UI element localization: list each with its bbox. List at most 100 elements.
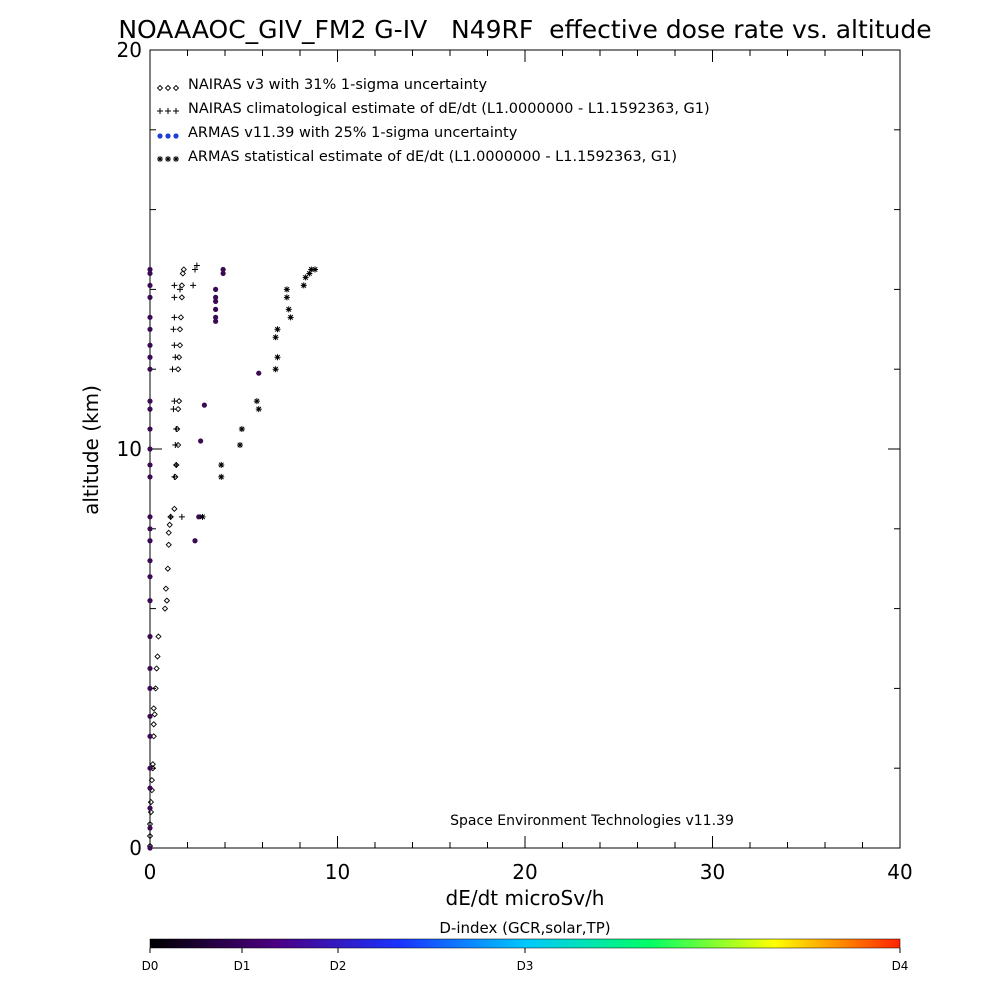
axis-tick-labels: 0 10 20 30 40 0 10 20 — [117, 38, 913, 884]
data-point-dot — [213, 286, 219, 292]
data-point-dot — [147, 526, 153, 532]
legend-entry: ARMAS v11.39 with 25% 1-sigma uncertaint… — [157, 125, 518, 141]
data-point-diamond — [176, 342, 184, 349]
x-tick-label: 40 — [887, 860, 912, 884]
data-point-diamond — [146, 832, 154, 840]
series-diamond — [146, 266, 187, 850]
data-point-plus — [171, 314, 178, 321]
data-point-diamond — [162, 585, 170, 592]
data-point-diamond — [150, 705, 157, 712]
data-point-asterisk — [283, 294, 290, 301]
data-point-asterisk — [285, 306, 292, 313]
data-point-plus — [172, 442, 179, 449]
data-point-dot — [213, 298, 219, 304]
legend-marker-asterisk — [165, 156, 171, 162]
legend-label: ARMAS statistical estimate of dE/dt (L1.… — [188, 149, 677, 165]
data-points — [146, 262, 318, 851]
series-asterisk — [199, 266, 318, 520]
data-point-dot — [201, 402, 207, 408]
colorbar-label: D0 — [142, 959, 159, 973]
data-point-asterisk — [238, 426, 245, 433]
legend-entry: NAIRAS v3 with 31% 1-sigma uncertainty — [156, 77, 487, 93]
series-dot — [147, 266, 262, 851]
data-point-diamond — [172, 473, 179, 481]
data-point-diamond — [179, 270, 186, 277]
data-point-diamond — [178, 282, 186, 289]
colorbar-label: D1 — [234, 959, 251, 973]
data-point-diamond — [175, 354, 183, 361]
credit-text: Space Environment Technologies v11.39 — [450, 813, 734, 829]
legend-marker-dot — [157, 133, 163, 139]
data-point-plus — [172, 354, 179, 361]
x-tick-label: 0 — [144, 860, 157, 884]
data-point-diamond — [178, 294, 186, 301]
data-point-dot — [147, 845, 153, 851]
data-point-diamond — [165, 529, 172, 536]
legend-entry: NAIRAS climatological estimate of dE/dt … — [157, 101, 710, 117]
colorbar-label: D4 — [892, 959, 909, 973]
legend-label: ARMAS v11.39 with 25% 1-sigma uncertaint… — [188, 125, 518, 141]
data-point-dot — [213, 318, 219, 324]
data-point-asterisk — [199, 513, 206, 520]
plot-frame — [149, 49, 901, 849]
data-point-diamond — [163, 597, 171, 604]
data-point-asterisk — [287, 314, 294, 321]
data-point-dot — [147, 426, 153, 432]
data-point-plus — [173, 461, 180, 468]
x-axis-label: dE/dt microSv/h — [446, 886, 605, 910]
data-point-dot — [213, 306, 219, 312]
data-point-dot — [147, 785, 153, 791]
data-point-asterisk — [283, 286, 290, 293]
data-point-dot — [147, 270, 153, 277]
data-point-dot — [220, 266, 226, 273]
y-tick-label: 10 — [117, 437, 142, 461]
data-point-diamond — [166, 521, 173, 528]
legend-entry: ARMAS statistical estimate of dE/dt (L1.… — [157, 149, 677, 165]
data-point-dot — [147, 598, 153, 604]
data-point-plus — [178, 513, 185, 520]
data-point-dot — [147, 354, 153, 360]
data-point-asterisk — [237, 442, 243, 449]
data-point-diamond — [147, 798, 155, 806]
y-tick-label: 20 — [117, 38, 142, 62]
colorbar — [149, 938, 901, 949]
data-point-asterisk — [274, 354, 281, 361]
data-point-asterisk — [300, 282, 307, 289]
legend-marker-dot — [173, 133, 179, 139]
data-point-plus — [171, 294, 178, 301]
data-point-diamond — [177, 314, 185, 321]
data-point-plus — [193, 262, 200, 269]
data-point-dot — [147, 366, 153, 372]
data-point-dot — [147, 765, 153, 771]
axis-ticks — [149, 49, 901, 849]
data-point-asterisk — [255, 406, 262, 413]
data-point-diamond — [151, 711, 158, 718]
colorbar-label: D2 — [330, 959, 347, 973]
data-point-dot — [213, 314, 219, 320]
data-point-dot — [147, 538, 153, 544]
data-point-diamond — [153, 665, 160, 672]
data-point-diamond — [161, 605, 169, 612]
data-point-dot — [147, 314, 153, 320]
data-point-diamond — [154, 653, 161, 660]
data-point-plus — [177, 286, 183, 293]
data-point-diamond — [155, 633, 162, 640]
data-point-dot — [147, 294, 153, 300]
data-point-plus — [171, 398, 178, 405]
data-point-diamond — [171, 505, 178, 512]
data-point-dot — [147, 446, 153, 452]
data-point-dot — [147, 282, 153, 289]
data-point-dot — [147, 514, 153, 520]
data-point-dot — [220, 270, 226, 277]
data-point-dot — [196, 514, 202, 520]
data-point-asterisk — [272, 366, 279, 373]
data-point-asterisk — [308, 266, 315, 273]
legend-label: NAIRAS v3 with 31% 1-sigma uncertainty — [188, 77, 487, 93]
legend-marker-diamond — [172, 84, 180, 92]
x-tick-label: 20 — [512, 860, 537, 884]
data-point-diamond — [174, 425, 181, 433]
data-point-diamond — [175, 397, 183, 405]
data-point-asterisk — [312, 266, 318, 273]
y-tick-label: 0 — [129, 836, 142, 860]
